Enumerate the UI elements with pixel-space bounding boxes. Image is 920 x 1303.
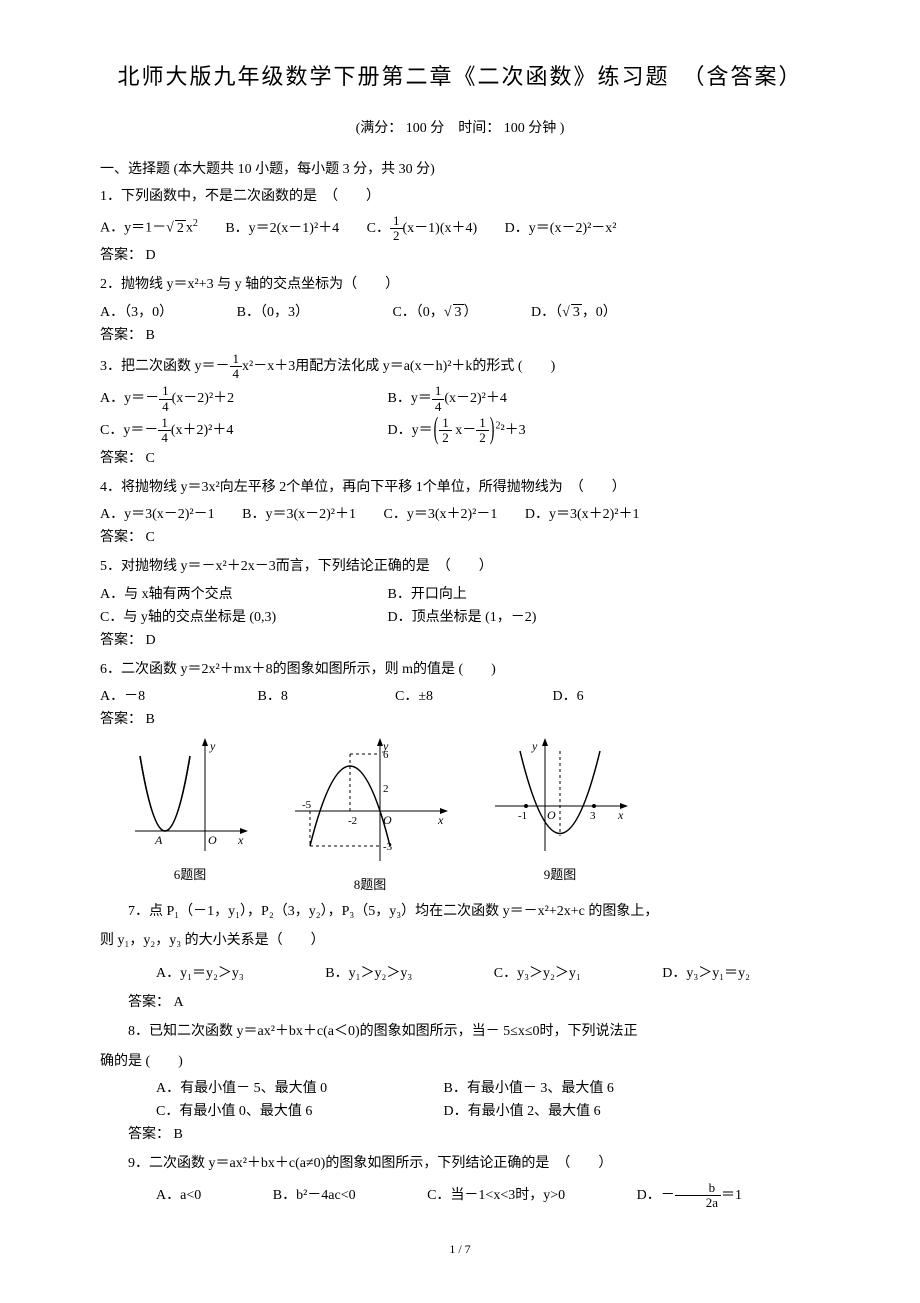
- q2-opt-c: C．（0，√3）: [392, 302, 477, 323]
- q1-options: A．y＝1－√2x2 B．y＝2(x－1)²＋4 C．12(x－1)(x＋4) …: [100, 214, 820, 244]
- q4-answer: 答案： C: [100, 527, 820, 548]
- q7-opt-b: B．y₁＞y₂＞y₃: [297, 963, 412, 984]
- q8-stem: 8．已知二次函数 y＝ax²＋bx＋c(a＜0)的图象如图所示，当－ 5≤x≤0…: [100, 1019, 820, 1046]
- parabola-chart-8: y x O 6 2 -3 -5 -2: [290, 736, 450, 866]
- q2-opt-b: B．（0，3）: [237, 302, 309, 323]
- q5-opt-c: C．与 y轴的交点坐标是 (0,3): [100, 607, 360, 628]
- q9-stem: 9．二次函数 y＝ax²＋bx＋c(a≠0)的图象如图所示，下列结论正确的是 （…: [100, 1151, 820, 1178]
- svg-text:-3: -3: [383, 841, 393, 853]
- q5-options-row1: A．与 x轴有两个交点 B．开口向上: [100, 584, 820, 605]
- q8-opt-a: A．有最小值－ 5、最大值 0: [128, 1078, 388, 1099]
- svg-text:x: x: [437, 813, 444, 827]
- figure-row: y x A O 6题图 y x O 6 2 -3 -5 -2 8题图: [130, 736, 820, 895]
- svg-text:x: x: [617, 808, 624, 822]
- q6-options: A．－8 B．8 C．±8 D．6: [100, 686, 820, 707]
- section-heading: 一、选择题 (本大题共 10 小题，每小题 3 分，共 30 分): [100, 159, 820, 180]
- q8-opt-d: D．有最小值 2、最大值 6: [416, 1101, 601, 1122]
- q7-answer: 答案： A: [100, 992, 820, 1013]
- fig8-label: 8题图: [290, 875, 450, 895]
- q1-opt-c: C．12(x－1)(x＋4): [367, 214, 478, 244]
- q7-stem: 7．点 P₁（－1，y₁），P₂（3，y₂），P₃（5，y₃）均在二次函数 y＝…: [100, 899, 820, 926]
- parabola-chart-6: y x A O: [130, 736, 250, 856]
- q3-options-row1: A．y＝－14(x－2)²＋2 B．y＝14(x－2)²＋4: [100, 384, 820, 414]
- q4-opt-a: A．y＝3(x－2)²－1: [100, 504, 215, 525]
- q3-stem: 3．把二次函数 y＝－14x²－x＋3用配方法化成 y＝a(x－h)²＋k的形式…: [100, 352, 820, 382]
- q8-stem2: 确的是 ( ): [100, 1049, 820, 1076]
- q9-opt-a: A．a<0: [128, 1185, 201, 1206]
- q3-answer: 答案： C: [100, 448, 820, 469]
- q6-answer: 答案： B: [100, 709, 820, 730]
- q6-opt-b: B．8: [258, 686, 368, 707]
- q3-opt-c: C．y＝－14(x＋2)²＋4: [100, 416, 360, 446]
- svg-text:y: y: [531, 739, 538, 753]
- q6-opt-c: C．±8: [395, 686, 525, 707]
- q9-opt-c: C．当－1<x<3时，y>0: [399, 1185, 565, 1206]
- q8-answer: 答案： B: [100, 1124, 820, 1145]
- q2-opt-d: D．（√3，0）: [531, 302, 617, 323]
- svg-text:-1: -1: [518, 810, 527, 822]
- svg-text:O: O: [383, 813, 392, 827]
- q8-options-row2: C．有最小值 0、最大值 6 D．有最小值 2、最大值 6: [100, 1101, 820, 1122]
- svg-text:3: 3: [590, 810, 596, 822]
- svg-text:A: A: [154, 833, 163, 847]
- q9-opt-b: B．b²－4ac<0: [245, 1185, 356, 1206]
- q8-options-row1: A．有最小值－ 5、最大值 0 B．有最小值－ 3、最大值 6: [100, 1078, 820, 1099]
- q3-options-row2: C．y＝－14(x＋2)²＋4 D．y＝(12 x－12)2²＋3: [100, 416, 820, 446]
- svg-text:-5: -5: [302, 799, 312, 811]
- q8-opt-b: B．有最小值－ 3、最大值 6: [416, 1078, 614, 1099]
- q1-opt-d: D．y＝(x－2)²－x²: [505, 218, 617, 239]
- q5-options-row2: C．与 y轴的交点坐标是 (0,3) D．顶点坐标是 (1，－2): [100, 607, 820, 628]
- q7-opt-a: A．y₁＝y₂＞y₃: [128, 963, 244, 984]
- q5-stem: 5．对抛物线 y＝－x²＋2x－3而言，下列结论正确的是 （ ）: [100, 554, 820, 581]
- page-subtitle: (满分： 100 分 时间： 100 分钟 ): [100, 118, 820, 139]
- page-number: 1 / 7: [100, 1240, 820, 1258]
- svg-text:2: 2: [383, 783, 389, 795]
- q7-options: A．y₁＝y₂＞y₃ B．y₁＞y₂＞y₃ C．y₃＞y₂＞y₁ D．y₃＞y₁…: [100, 963, 820, 984]
- q1-opt-a: A．y＝1－√2x2: [100, 216, 198, 239]
- fig9-label: 9题图: [490, 865, 630, 885]
- q4-opt-d: D．y＝3(x＋2)²＋1: [525, 504, 640, 525]
- q5-answer: 答案： D: [100, 630, 820, 651]
- q6-opt-d: D．6: [553, 686, 584, 707]
- q3-opt-a: A．y＝－14(x－2)²＋2: [100, 384, 360, 414]
- svg-text:O: O: [208, 833, 217, 847]
- q4-opt-c: C．y＝3(x＋2)²－1: [384, 504, 498, 525]
- q2-stem: 2．抛物线 y＝x²+3 与 y 轴的交点坐标为（ ）: [100, 272, 820, 299]
- q2-opt-a: A．（3，0）: [100, 302, 173, 323]
- svg-text:6: 6: [383, 749, 389, 761]
- q4-opt-b: B．y＝3(x－2)²＋1: [242, 504, 356, 525]
- svg-text:-2: -2: [348, 815, 357, 827]
- svg-text:y: y: [209, 739, 216, 753]
- q1-opt-b: B．y＝2(x－1)²＋4: [225, 218, 339, 239]
- svg-text:x: x: [237, 833, 244, 847]
- page-title: 北师大版九年级数学下册第二章《二次函数》练习题 （含答案）: [100, 60, 820, 93]
- q6-opt-a: A．－8: [100, 686, 230, 707]
- q7-opt-d: D．y₃＞y₁＝y₂: [634, 963, 750, 984]
- q7-stem2: 则 y₁，y₂，y₃ 的大小关系是（ ）: [100, 928, 820, 955]
- q5-opt-a: A．与 x轴有两个交点: [100, 584, 360, 605]
- q1-answer: 答案： D: [100, 245, 820, 266]
- svg-text:O: O: [547, 808, 556, 822]
- q2-options: A．（3，0） B．（0，3） C．（0，√3） D．（√3，0）: [100, 302, 820, 323]
- q5-opt-d: D．顶点坐标是 (1，－2): [388, 607, 537, 628]
- q1-stem: 1．下列函数中，不是二次函数的是 （ ）: [100, 184, 820, 211]
- figure-9: y x O -1 3 9题图: [490, 736, 630, 895]
- figure-6: y x A O 6题图: [130, 736, 250, 895]
- fig6-label: 6题图: [130, 865, 250, 885]
- q7-opt-c: C．y₃＞y₂＞y₁: [466, 963, 581, 984]
- q2-answer: 答案： B: [100, 325, 820, 346]
- q5-opt-b: B．开口向上: [388, 584, 467, 605]
- figure-8: y x O 6 2 -3 -5 -2 8题图: [290, 736, 450, 895]
- q9-options: A．a<0 B．b²－4ac<0 C．当－1<x<3时，y>0 D．－b2a＝1: [100, 1181, 820, 1211]
- q4-stem: 4．将抛物线 y＝3x²向左平移 2个单位，再向下平移 1个单位，所得抛物线为 …: [100, 475, 820, 502]
- q6-stem: 6．二次函数 y＝2x²＋mx＋8的图象如图所示，则 m的值是 ( ): [100, 657, 820, 684]
- q4-options: A．y＝3(x－2)²－1 B．y＝3(x－2)²＋1 C．y＝3(x＋2)²－…: [100, 504, 820, 525]
- parabola-chart-9: y x O -1 3: [490, 736, 630, 856]
- q3-opt-d: D．y＝(12 x－12)2²＋3: [388, 416, 526, 446]
- q8-opt-c: C．有最小值 0、最大值 6: [128, 1101, 388, 1122]
- q9-opt-d: D．－b2a＝1: [609, 1181, 742, 1211]
